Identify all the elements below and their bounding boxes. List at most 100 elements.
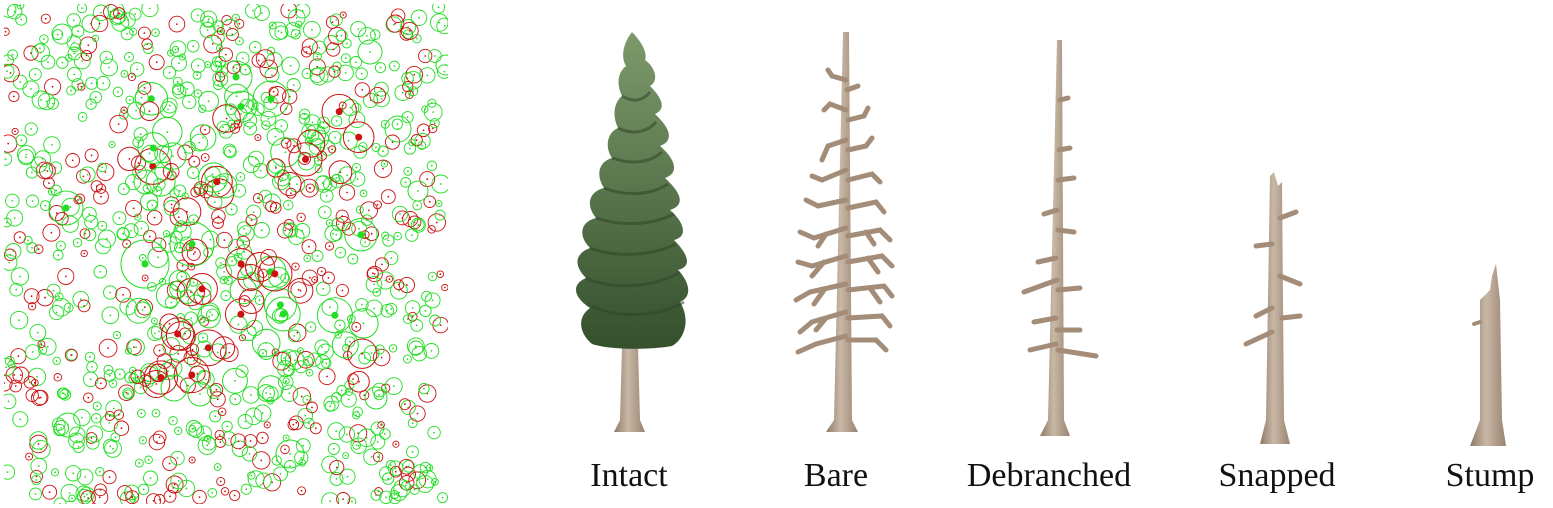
stem-point [108, 422, 111, 424]
stem-point [200, 318, 203, 321]
stem-point [391, 141, 394, 144]
stem-point [148, 110, 151, 112]
live-tree-circle [23, 235, 33, 245]
stem-point [257, 197, 259, 200]
live-tree-circle [434, 209, 446, 221]
stem-point [397, 128, 399, 130]
dead-tree-circle [335, 215, 352, 232]
stem-point [323, 211, 326, 214]
stem-point [379, 66, 382, 69]
stem-point [393, 497, 396, 500]
live-tree-circle [4, 63, 15, 79]
live-tree-circle [24, 122, 38, 136]
stem-point [337, 223, 340, 226]
stem-point [415, 347, 417, 349]
live-tree-circle [329, 471, 344, 486]
dead-tree-circle [409, 405, 426, 422]
live-tree-circle [9, 310, 29, 330]
live-tree-circle [141, 4, 159, 18]
dead-tree-circle [297, 129, 326, 158]
stem-point [122, 114, 125, 116]
stem-point [300, 456, 303, 459]
live-tree-circle [373, 389, 385, 401]
stem-point [335, 466, 338, 469]
stem-point [82, 175, 85, 178]
stem-point [346, 191, 348, 194]
live-tree-circle [384, 377, 403, 395]
dead-tree-circle [380, 189, 396, 205]
dead-tree-circle [297, 486, 307, 496]
stem-point [237, 310, 245, 318]
live-tree-circle [29, 431, 48, 450]
stem-point [413, 488, 416, 491]
live-tree-circle [229, 276, 258, 305]
live-tree-circle [52, 297, 71, 317]
stem-point [178, 90, 181, 93]
stem-point [217, 215, 220, 218]
stem-point [199, 393, 201, 395]
live-tree-circle [403, 71, 423, 90]
stem-point [237, 256, 240, 259]
stage-label-debranched: Debranched [967, 457, 1131, 494]
live-tree-circle [435, 54, 448, 76]
stem-point [405, 481, 408, 484]
live-tree-circle [105, 400, 123, 417]
stem-point [118, 217, 121, 220]
live-tree-circle [284, 350, 305, 371]
live-tree-circle [25, 194, 40, 208]
stem-point [107, 368, 110, 371]
stem-point [46, 170, 49, 172]
stem-point [153, 320, 156, 322]
stem-point [13, 10, 16, 13]
stem-point [87, 497, 89, 499]
dead-tree-circle [4, 27, 10, 36]
stem-point [112, 382, 114, 385]
live-tree-circle [197, 435, 217, 455]
stem-point [62, 392, 65, 395]
stem-point [133, 346, 135, 348]
stem-point [118, 12, 121, 15]
stem-point [355, 166, 358, 169]
stem-point [76, 434, 78, 436]
live-tree-circle [122, 387, 134, 400]
stem-point [344, 72, 347, 74]
stem-point [181, 230, 184, 233]
stem-point [203, 348, 206, 350]
stem-point [232, 73, 240, 81]
live-tree-circle [426, 160, 438, 172]
dead-tree-circle [237, 264, 265, 291]
dead-tree-circle [366, 265, 383, 283]
stem-point [149, 7, 151, 10]
live-tree-circle [429, 118, 440, 129]
live-tree-circle [338, 166, 357, 185]
stem-point [378, 394, 380, 396]
stem-point [135, 379, 138, 382]
live-tree-circle [134, 213, 142, 221]
stem-point [392, 23, 395, 26]
stem-point [33, 381, 36, 384]
live-tree-circle [40, 54, 56, 70]
dead-tree-circle [305, 183, 315, 193]
live-tree-circle [30, 156, 48, 173]
stem-point [308, 140, 311, 143]
live-tree-circle [162, 337, 181, 356]
live-tree-circle [419, 67, 436, 84]
live-tree-circle [271, 455, 282, 466]
stem-point [217, 84, 220, 86]
dead-tree-circle [212, 104, 241, 133]
stem-point [180, 225, 182, 228]
live-tree-circle [407, 180, 429, 202]
live-tree-circle [275, 439, 305, 469]
live-tree-circle [385, 302, 398, 315]
stem-point [173, 387, 175, 389]
live-tree-circle [91, 34, 100, 42]
dead-tree-circle [219, 343, 239, 362]
stem-point [128, 99, 131, 101]
stem-point [336, 35, 338, 37]
live-tree-circle [405, 228, 419, 242]
stem-point [217, 37, 219, 39]
stem-point [217, 192, 220, 195]
live-tree-circle [429, 314, 442, 327]
stem-point [72, 19, 75, 22]
stem-point [81, 116, 84, 118]
